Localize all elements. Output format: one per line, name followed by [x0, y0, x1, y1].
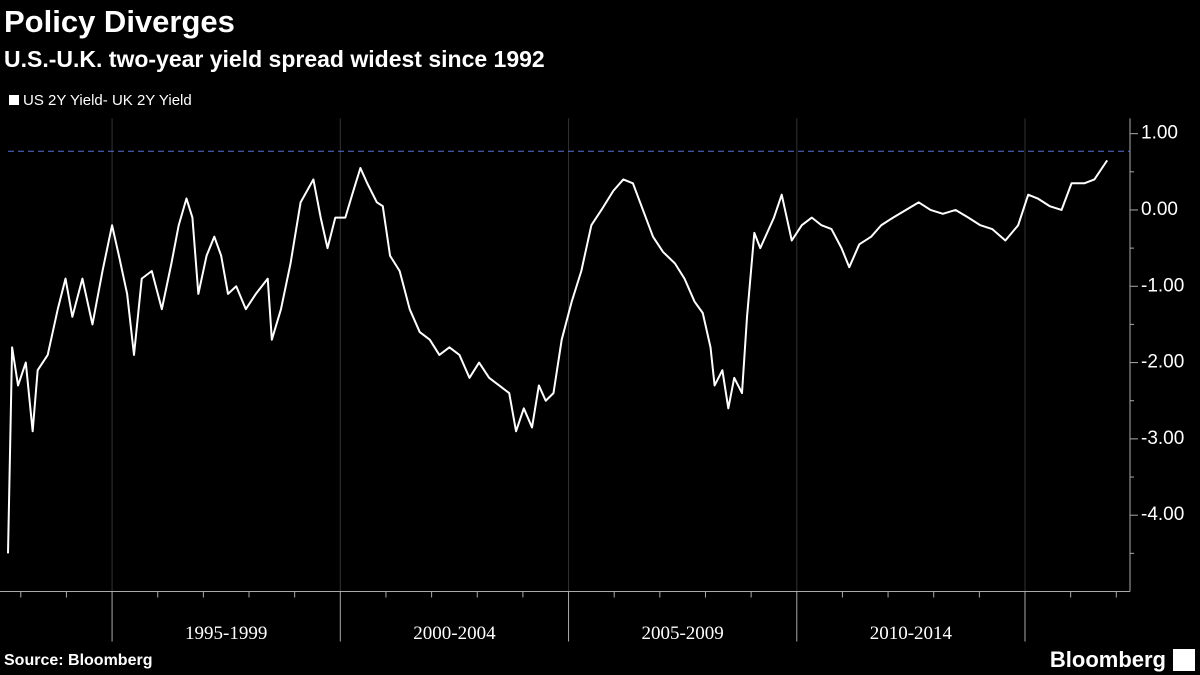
y-tick-label: 0.00 — [1141, 199, 1178, 220]
x-period-label: 2010-2014 — [870, 623, 953, 644]
chart-title: Policy Diverges — [4, 4, 235, 39]
series-line — [7, 159, 1109, 554]
y-tick-label: 1.00 — [1141, 123, 1178, 144]
legend-label: US 2Y Yield- UK 2Y Yield — [23, 92, 192, 109]
y-tick-label: -3.00 — [1141, 428, 1184, 449]
y-tick-label: -2.00 — [1141, 352, 1184, 373]
x-period-label: 2000-2004 — [413, 623, 496, 644]
x-period-label: 2005-2009 — [641, 623, 723, 644]
legend-swatch — [9, 95, 19, 105]
x-period-label: 1995-1999 — [185, 623, 267, 644]
brand: Bloomberg — [1050, 647, 1166, 672]
chart-subtitle: U.S.-U.K. two-year yield spread widest s… — [4, 46, 545, 72]
source: Source: Bloomberg — [4, 652, 152, 669]
y-tick-label: -1.00 — [1141, 275, 1184, 296]
brand-icon — [1173, 649, 1195, 671]
y-tick-label: -4.00 — [1141, 504, 1184, 525]
